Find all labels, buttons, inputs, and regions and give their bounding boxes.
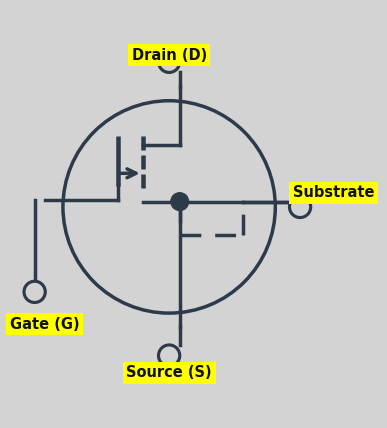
Circle shape: [159, 51, 180, 72]
Circle shape: [289, 196, 311, 217]
Text: Substrate: Substrate: [293, 185, 375, 200]
Text: Source (S): Source (S): [126, 366, 212, 380]
Text: Gate (G): Gate (G): [10, 317, 79, 332]
Circle shape: [159, 345, 180, 366]
Text: Drain (D): Drain (D): [132, 48, 207, 62]
Circle shape: [171, 193, 188, 211]
Circle shape: [24, 281, 45, 303]
